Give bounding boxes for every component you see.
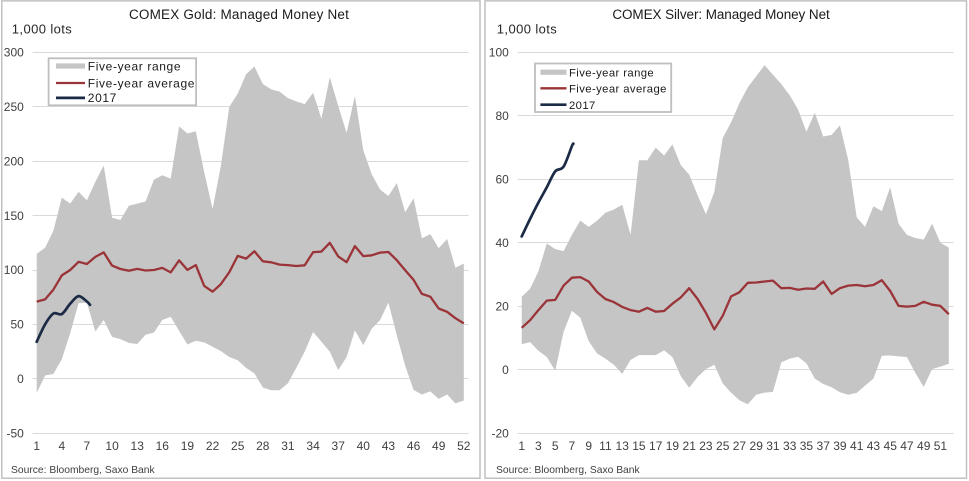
- svg-text:0: 0: [17, 372, 24, 386]
- svg-text:23: 23: [699, 439, 713, 453]
- svg-text:17: 17: [649, 439, 663, 453]
- svg-text:4: 4: [58, 439, 65, 453]
- svg-text:52: 52: [457, 439, 471, 453]
- svg-text:Source: Bloomberg, Saxo Bank: Source: Bloomberg, Saxo Bank: [496, 465, 641, 476]
- svg-text:COMEX Gold: Managed Money Net: COMEX Gold: Managed Money Net: [129, 7, 349, 22]
- svg-text:Five-year range: Five-year range: [569, 68, 654, 80]
- svg-text:60: 60: [495, 173, 509, 187]
- svg-text:2017: 2017: [88, 91, 117, 105]
- svg-text:1,000 lots: 1,000 lots: [12, 21, 72, 36]
- svg-text:45: 45: [884, 439, 898, 453]
- svg-text:37: 37: [332, 439, 346, 453]
- svg-text:Five-year range: Five-year range: [88, 59, 181, 73]
- svg-text:13: 13: [131, 439, 145, 453]
- svg-text:16: 16: [156, 439, 170, 453]
- svg-text:50: 50: [10, 318, 24, 332]
- svg-text:49: 49: [432, 439, 446, 453]
- svg-text:37: 37: [817, 439, 831, 453]
- svg-text:21: 21: [683, 439, 697, 453]
- svg-text:100: 100: [4, 263, 24, 277]
- svg-text:27: 27: [733, 439, 747, 453]
- svg-text:1: 1: [33, 439, 40, 453]
- svg-text:31: 31: [766, 439, 780, 453]
- svg-text:34: 34: [306, 439, 320, 453]
- svg-text:0: 0: [502, 363, 509, 377]
- svg-text:Five-year average: Five-year average: [88, 76, 195, 90]
- svg-text:39: 39: [833, 439, 847, 453]
- svg-text:250: 250: [4, 100, 24, 114]
- svg-text:19: 19: [181, 439, 195, 453]
- svg-text:43: 43: [867, 439, 881, 453]
- svg-text:Source: Bloomberg, Saxo Bank: Source: Bloomberg, Saxo Bank: [11, 465, 156, 476]
- svg-text:43: 43: [382, 439, 396, 453]
- svg-text:15: 15: [632, 439, 646, 453]
- svg-text:40: 40: [357, 439, 371, 453]
- svg-text:40: 40: [495, 236, 509, 250]
- svg-text:22: 22: [206, 439, 220, 453]
- svg-text:1,000 lots: 1,000 lots: [497, 21, 557, 36]
- svg-text:200: 200: [4, 154, 24, 168]
- svg-text:13: 13: [616, 439, 630, 453]
- svg-text:31: 31: [281, 439, 295, 453]
- svg-text:46: 46: [407, 439, 421, 453]
- svg-text:47: 47: [900, 439, 914, 453]
- svg-text:-20: -20: [491, 426, 509, 440]
- svg-text:7: 7: [84, 439, 91, 453]
- svg-text:COMEX Silver: Managed Money Ne: COMEX Silver: Managed Money Net: [612, 7, 830, 22]
- svg-text:9: 9: [585, 439, 592, 453]
- svg-text:33: 33: [783, 439, 797, 453]
- svg-text:1: 1: [518, 439, 525, 453]
- svg-text:35: 35: [800, 439, 814, 453]
- svg-text:150: 150: [4, 209, 24, 223]
- svg-text:3: 3: [535, 439, 542, 453]
- svg-text:29: 29: [750, 439, 764, 453]
- svg-text:-50: -50: [6, 426, 24, 440]
- svg-text:Five-year average: Five-year average: [569, 84, 667, 96]
- svg-text:19: 19: [666, 439, 680, 453]
- svg-text:5: 5: [552, 439, 559, 453]
- svg-text:28: 28: [256, 439, 270, 453]
- svg-text:80: 80: [495, 109, 509, 123]
- svg-text:51: 51: [934, 439, 948, 453]
- svg-text:300: 300: [4, 46, 24, 60]
- svg-text:25: 25: [716, 439, 730, 453]
- svg-text:100: 100: [489, 46, 509, 60]
- svg-text:41: 41: [850, 439, 864, 453]
- svg-text:25: 25: [231, 439, 245, 453]
- svg-text:10: 10: [105, 439, 119, 453]
- svg-text:11: 11: [599, 439, 612, 453]
- svg-text:7: 7: [569, 439, 576, 453]
- svg-text:49: 49: [917, 439, 931, 453]
- svg-text:20: 20: [495, 300, 509, 314]
- svg-text:2017: 2017: [569, 100, 596, 112]
